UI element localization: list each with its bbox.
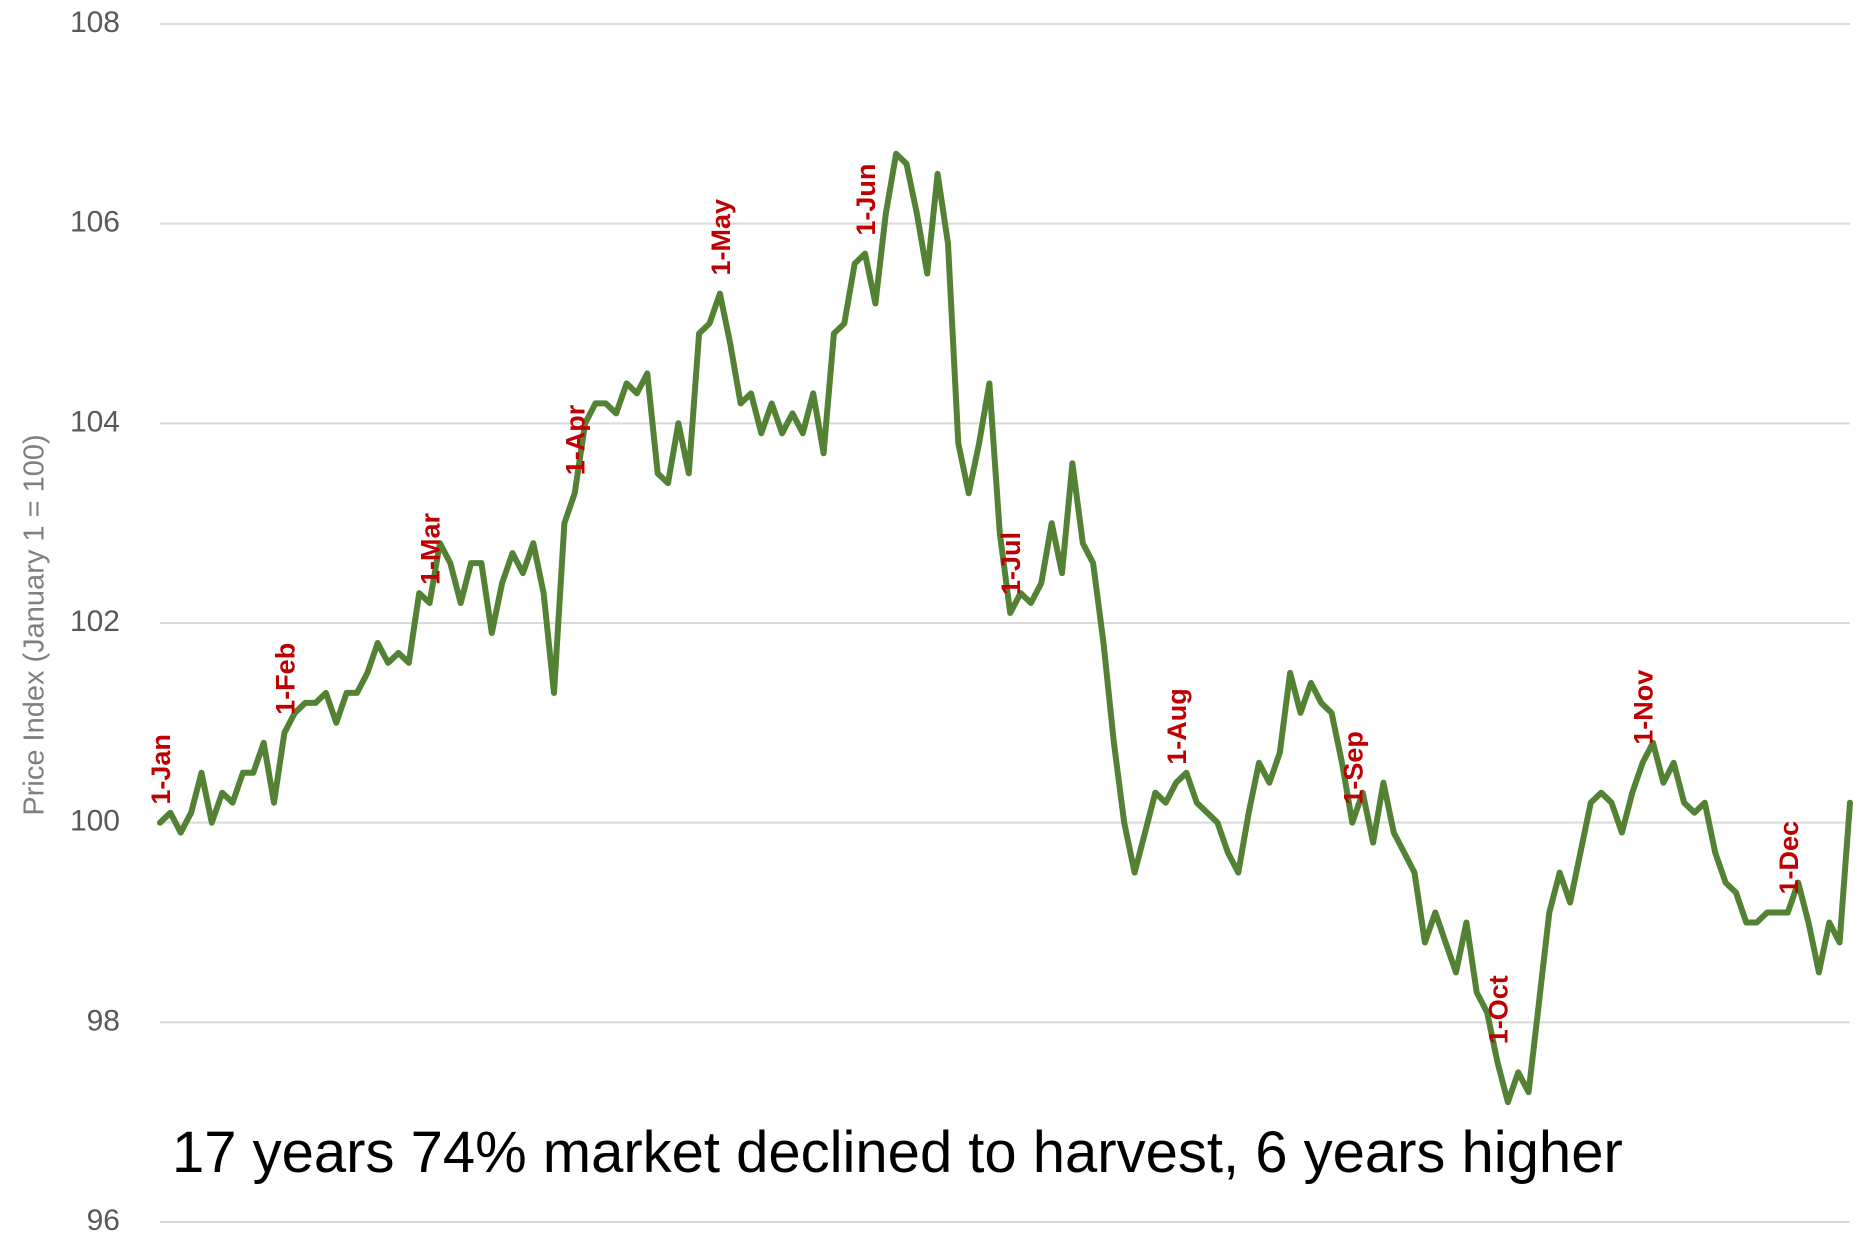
y-tick-label: 98 bbox=[87, 1004, 120, 1037]
y-tick-label: 108 bbox=[70, 6, 120, 39]
month-label: 1-Mar bbox=[416, 513, 446, 586]
month-label: 1-Aug bbox=[1162, 688, 1192, 765]
month-label: 1-Jul bbox=[996, 532, 1026, 595]
month-label: 1-Jan bbox=[146, 734, 176, 805]
month-label: 1-Sep bbox=[1338, 731, 1368, 805]
month-label: 1-May bbox=[706, 199, 736, 276]
month-label: 1-Feb bbox=[270, 643, 300, 715]
month-label: 1-Apr bbox=[561, 404, 591, 475]
grid: 96 98 100 102 104 106 108 bbox=[70, 6, 1850, 1237]
month-label: 1-Jun bbox=[851, 164, 881, 236]
month-label: 1-Dec bbox=[1774, 821, 1804, 895]
y-tick-label: 104 bbox=[70, 405, 120, 438]
price-line bbox=[157, 150, 1853, 1106]
y-tick-label: 102 bbox=[70, 605, 120, 638]
y-tick-label: 106 bbox=[70, 206, 120, 239]
y-axis-label: Price Index (January 1 = 100) bbox=[19, 434, 51, 815]
annotation: 17 years 74% market declined to harvest,… bbox=[172, 1120, 1623, 1185]
month-label: 1-Nov bbox=[1629, 670, 1659, 745]
month-label: 1-Oct bbox=[1483, 975, 1513, 1044]
plot: 1-Jan 1-Feb 1-Mar 1-Apr 1-May 1-Jun 1-Jul 1-Aug… bbox=[146, 150, 1853, 1106]
y-tick-label: 96 bbox=[87, 1204, 120, 1237]
y-tick-label: 100 bbox=[70, 805, 120, 838]
